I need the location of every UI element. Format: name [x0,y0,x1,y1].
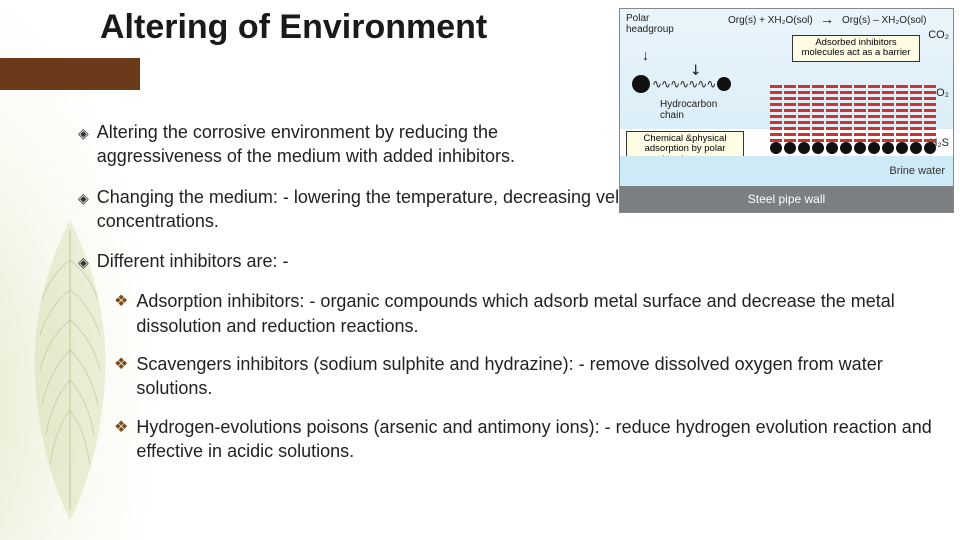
molecule-schematic: ∿∿∿∿∿∿∿ [632,75,731,93]
sub-bullet-text: Adsorption inhibitors: - organic compoun… [136,289,940,338]
sub-bullet-text: Hydrogen-evolutions poisons (arsenic and… [136,415,940,464]
diamond-bullet-icon: ◈ [78,124,89,143]
gas-co2-label: CO₂ [928,29,949,41]
reaction-arrow-icon: → [820,11,834,27]
barrier-box-label: Adsorbed inhibitors molecules act as a b… [792,35,920,62]
clover-bullet-icon: ❖ [114,354,128,376]
arrow-headgroup-icon: ↓ [642,47,649,63]
label-hydrocarbon-chain: Hydrocarbon chain [660,99,717,121]
sub-bullet-item: ❖ Adsorption inhibitors: - organic compo… [114,289,940,338]
reaction-right-label: Org(s) – XH₂O(sol) [842,15,926,26]
steel-wall-label: Steel pipe wall [620,186,953,212]
sub-bullet-list: ❖ Adsorption inhibitors: - organic compo… [114,289,940,463]
diamond-bullet-icon: ◈ [78,189,89,208]
sub-bullet-item: ❖ Scavengers inhibitors (sodium sulphite… [114,352,940,401]
bullet-item: ◈ Altering the corrosive environment by … [78,120,588,169]
sub-bullet-text: Scavengers inhibitors (sodium sulphite a… [136,352,940,401]
slide-title: Altering of Environment [100,8,487,47]
sub-bullet-item: ❖ Hydrogen-evolutions poisons (arsenic a… [114,415,940,464]
reaction-left-label: Org(s) + XH₂O(sol) [728,15,813,26]
bullet-text: Different inhibitors are: - [97,249,289,273]
inhibitor-diagram: Polar headgroup ↓ Org(s) + XH₂O(sol) → O… [619,8,954,213]
brine-layer-label: Brine water [620,156,953,186]
bullet-item: ◈ Different inhibitors are: - [78,249,940,273]
label-polar-headgroup: Polar headgroup [626,13,674,35]
adsorbed-headgroups [770,142,945,156]
adsorbed-chains [770,82,945,142]
bullet-text: Altering the corrosive environment by re… [97,120,588,169]
clover-bullet-icon: ❖ [114,291,128,313]
title-accent-bar [0,58,140,90]
diamond-bullet-icon: ◈ [78,253,89,272]
clover-bullet-icon: ❖ [114,417,128,439]
